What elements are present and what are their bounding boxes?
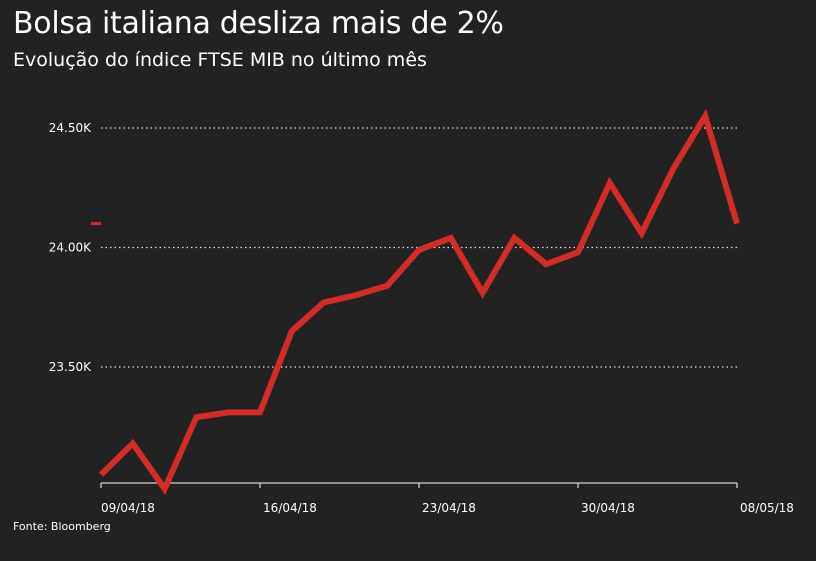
- x-tick-label: 09/04/18: [101, 501, 155, 515]
- x-tick-label: 30/04/18: [581, 501, 635, 515]
- y-tick-label: 24.50K: [49, 121, 92, 135]
- y-tick-label: 23.50K: [49, 360, 92, 374]
- x-tick-label: 08/05/18: [740, 501, 794, 515]
- series-line: [98, 108, 740, 495]
- y-tick-label: 24.00K: [49, 241, 92, 255]
- chart-subtitle: Evolução do índice FTSE MIB no último mê…: [13, 49, 427, 71]
- x-tick-label: 23/04/18: [422, 501, 476, 515]
- source-note: Fonte: Bloomberg: [13, 520, 111, 533]
- chart-title: Bolsa italiana desliza mais de 2%: [13, 6, 504, 41]
- x-tick-label: 16/04/18: [263, 501, 317, 515]
